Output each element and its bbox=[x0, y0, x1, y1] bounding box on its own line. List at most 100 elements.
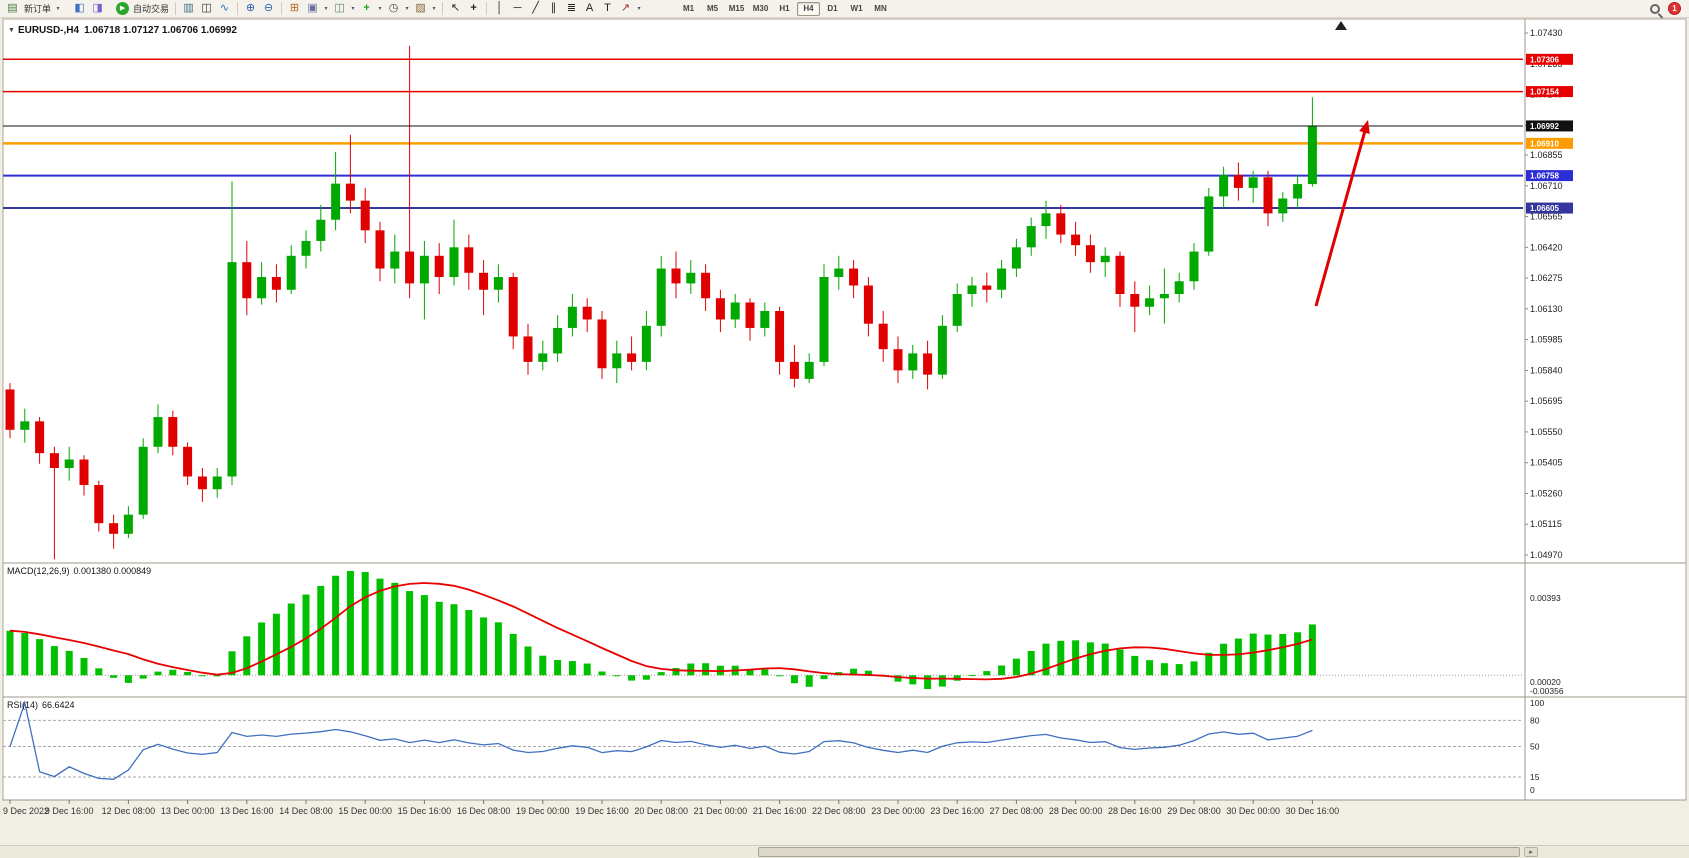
text-icon[interactable]: A bbox=[585, 2, 594, 14]
candle bbox=[849, 268, 859, 286]
search-icon[interactable] bbox=[1650, 3, 1660, 14]
autotrading-label[interactable]: 自动交易 bbox=[133, 4, 170, 14]
candle bbox=[671, 268, 681, 284]
indicators-icon[interactable]: + bbox=[363, 2, 370, 14]
candle bbox=[227, 262, 237, 477]
macd-histogram-bar bbox=[998, 665, 1006, 676]
macd-histogram-bar bbox=[598, 671, 606, 676]
macd-label: MACD(12,26,9) bbox=[7, 566, 70, 576]
bar-chart-icon[interactable]: ▥ bbox=[183, 2, 194, 14]
text-label-icon[interactable]: T bbox=[604, 2, 611, 14]
horizontal-line-icon[interactable]: ─ bbox=[513, 2, 522, 14]
dropdown-caret-icon[interactable]: ▾ bbox=[637, 6, 641, 12]
dropdown-caret-icon[interactable]: ▾ bbox=[324, 6, 328, 12]
candle bbox=[434, 255, 444, 278]
candle bbox=[375, 230, 385, 269]
timeframe-M15[interactable]: M15 bbox=[728, 4, 745, 13]
macd-histogram-bar bbox=[21, 633, 29, 676]
price-axis-label: 1.06710 bbox=[1530, 181, 1563, 191]
periods-icon[interactable]: ◷ bbox=[388, 2, 399, 14]
candle bbox=[641, 325, 651, 362]
data-window-icon[interactable]: ◨ bbox=[92, 2, 103, 14]
chart-shift-icon[interactable]: ◫ bbox=[334, 2, 345, 14]
line-chart-icon[interactable]: ∿ bbox=[219, 2, 230, 14]
macd-histogram-bar bbox=[524, 646, 532, 676]
new-order-label[interactable]: 新订单 bbox=[24, 4, 52, 14]
equidistant-channel-icon[interactable]: ∥ bbox=[550, 2, 557, 14]
dropdown-caret-icon[interactable]: ▾ bbox=[432, 6, 436, 12]
candle bbox=[1011, 247, 1021, 269]
trend-arrow-annotation[interactable] bbox=[1314, 127, 1368, 307]
time-axis-label: 9 Dec 2022 bbox=[3, 806, 49, 816]
horizontal-scrollbar[interactable]: ▸ bbox=[0, 845, 1689, 858]
notification-badge[interactable]: 1 bbox=[1668, 2, 1681, 15]
macd-histogram-bar bbox=[346, 571, 354, 676]
macd-histogram-bar bbox=[450, 604, 458, 676]
autotrading-icon[interactable]: ▶ bbox=[116, 2, 130, 15]
toolbar-left-groups: ▤ 新订单 ▾ ◧ ◨ ▶ 自动交易 ▥ ◫ ∿ ⊕ ⊖ ⊞ ▣ ▾ ◫ ▾ + ▾ ◷ ▾ ▨ ▾ ↖ + │ ─ ╱ ∥ ≣ A T ↗ ▾ bbox=[4, 0, 643, 17]
macd-histogram-bar bbox=[272, 613, 280, 676]
candle bbox=[94, 484, 104, 524]
timeframe-H4[interactable]: H4 bbox=[797, 1, 821, 16]
timeframe-M5[interactable]: M5 bbox=[706, 4, 719, 13]
candle bbox=[730, 302, 740, 320]
templates-icon[interactable]: ▨ bbox=[415, 2, 426, 14]
cursor-icon[interactable]: ↖ bbox=[450, 2, 461, 14]
zoom-out-icon[interactable]: ⊖ bbox=[263, 2, 274, 14]
macd-histogram-bar bbox=[50, 646, 58, 676]
arrows-icon[interactable]: ↗ bbox=[620, 2, 631, 14]
dropdown-caret-icon[interactable]: ▾ bbox=[56, 6, 60, 12]
macd-histogram-bar bbox=[776, 675, 784, 677]
toolbar-separator bbox=[281, 2, 283, 15]
vertical-line-icon[interactable]: │ bbox=[496, 2, 503, 14]
rsi-axis-label: 80 bbox=[1530, 715, 1540, 725]
toolbar-separator bbox=[486, 2, 488, 15]
candle bbox=[1248, 177, 1258, 188]
trendline-icon[interactable]: ╱ bbox=[532, 2, 539, 14]
timeframe-M1[interactable]: M1 bbox=[682, 4, 695, 13]
candle bbox=[1085, 245, 1095, 263]
candle bbox=[49, 453, 59, 468]
candle bbox=[745, 302, 755, 328]
dropdown-caret-icon[interactable]: ▾ bbox=[351, 6, 355, 12]
timeframe-W1[interactable]: W1 bbox=[850, 4, 863, 13]
candle bbox=[5, 389, 15, 430]
timeframe-H1[interactable]: H1 bbox=[779, 4, 790, 13]
price-level-badge-label: 1.07154 bbox=[1530, 88, 1559, 97]
time-axis-label: 23 Dec 16:00 bbox=[930, 806, 984, 816]
candle bbox=[1071, 234, 1081, 246]
macd-histogram-bar bbox=[494, 622, 502, 676]
timeframe-M30[interactable]: M30 bbox=[752, 4, 769, 13]
candle bbox=[863, 285, 873, 324]
new-order-icon[interactable]: ▤ bbox=[7, 2, 18, 14]
scrollbar-right-arrow-icon[interactable]: ▸ bbox=[1524, 847, 1538, 857]
market-watch-icon[interactable]: ◧ bbox=[74, 2, 85, 14]
fibonacci-icon[interactable]: ≣ bbox=[566, 2, 577, 14]
candlestick-chart-icon[interactable]: ◫ bbox=[201, 2, 212, 14]
time-axis-label: 23 Dec 00:00 bbox=[871, 806, 925, 816]
price-level-badge-label: 1.06910 bbox=[1530, 139, 1559, 148]
zoom-in-icon[interactable]: ⊕ bbox=[245, 2, 256, 14]
dropdown-caret-icon[interactable]: ▾ bbox=[378, 6, 382, 12]
macd-indicator-title: MACD(12,26,9) 0.001380 0.000849 bbox=[7, 566, 151, 576]
symbol-marker-icon: ▼ bbox=[8, 27, 15, 34]
trend-arrow-head-icon[interactable] bbox=[1359, 120, 1370, 134]
price-level-badge bbox=[1526, 202, 1573, 214]
chart-shift-marker-icon[interactable] bbox=[1335, 21, 1347, 30]
candle bbox=[493, 277, 503, 290]
crosshair-icon[interactable]: + bbox=[470, 2, 477, 14]
candle bbox=[242, 262, 252, 299]
timeframe-D1[interactable]: D1 bbox=[827, 4, 838, 13]
dropdown-caret-icon[interactable]: ▾ bbox=[405, 6, 409, 12]
time-axis-label: 19 Dec 16:00 bbox=[575, 806, 629, 816]
tile-windows-icon[interactable]: ⊞ bbox=[289, 2, 300, 14]
macd-histogram-bar bbox=[332, 575, 340, 676]
price-level-badge-label: 1.06758 bbox=[1530, 172, 1559, 181]
candle bbox=[153, 417, 163, 447]
scrollbar-thumb[interactable] bbox=[758, 847, 1520, 857]
auto-arrange-icon[interactable]: ▣ bbox=[307, 2, 318, 14]
price-axis-label: 1.05550 bbox=[1530, 427, 1563, 437]
timeframe-MN[interactable]: MN bbox=[874, 4, 887, 13]
macd-histogram-bar bbox=[213, 675, 221, 677]
